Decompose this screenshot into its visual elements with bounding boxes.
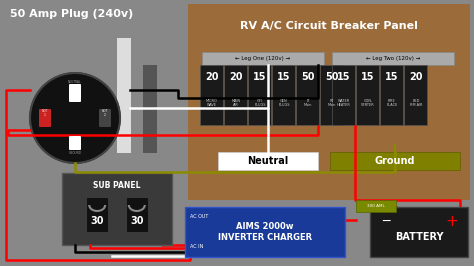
FancyBboxPatch shape xyxy=(117,38,131,153)
Text: Ground: Ground xyxy=(375,156,415,166)
FancyBboxPatch shape xyxy=(185,207,345,257)
FancyBboxPatch shape xyxy=(188,4,470,200)
Text: 50 Amp Plug (240v): 50 Amp Plug (240v) xyxy=(10,9,133,19)
FancyBboxPatch shape xyxy=(218,152,318,170)
FancyBboxPatch shape xyxy=(273,65,295,125)
Text: NEUTRAL: NEUTRAL xyxy=(68,80,82,84)
FancyBboxPatch shape xyxy=(86,197,108,232)
Text: HOT
2: HOT 2 xyxy=(102,109,108,117)
Text: MICRO
WAVE: MICRO WAVE xyxy=(206,98,218,107)
FancyBboxPatch shape xyxy=(332,65,356,125)
Text: GROUND: GROUND xyxy=(68,151,82,155)
Text: ← Leg One (120v) →: ← Leg One (120v) → xyxy=(236,56,291,61)
Text: SUB PANEL: SUB PANEL xyxy=(93,181,141,189)
Text: RV A/C Circuit Breaker Panel: RV A/C Circuit Breaker Panel xyxy=(240,21,418,31)
FancyBboxPatch shape xyxy=(126,197,148,232)
Text: +: + xyxy=(446,214,458,228)
Text: GFI
PLUGS: GFI PLUGS xyxy=(254,98,266,107)
Text: AC OUT: AC OUT xyxy=(190,214,209,219)
FancyBboxPatch shape xyxy=(370,207,468,257)
Text: 15: 15 xyxy=(337,72,351,82)
FancyBboxPatch shape xyxy=(69,84,81,102)
Circle shape xyxy=(30,73,120,163)
FancyBboxPatch shape xyxy=(225,65,247,125)
FancyBboxPatch shape xyxy=(248,65,272,125)
Text: 300 AML: 300 AML xyxy=(367,204,385,208)
FancyBboxPatch shape xyxy=(320,65,344,125)
Text: HOT
1: HOT 1 xyxy=(42,109,48,117)
Text: CON-
VERTER: CON- VERTER xyxy=(361,98,375,107)
Text: LT
Main: LT Main xyxy=(304,98,312,107)
Text: BED
RM AIR: BED RM AIR xyxy=(410,98,422,107)
FancyBboxPatch shape xyxy=(69,136,81,150)
Text: 30: 30 xyxy=(130,216,144,226)
FancyBboxPatch shape xyxy=(99,109,111,127)
Text: WATER
HEATER: WATER HEATER xyxy=(337,98,351,107)
Text: 20: 20 xyxy=(229,72,243,82)
Text: RT
Main: RT Main xyxy=(328,98,336,107)
Text: 15: 15 xyxy=(253,72,267,82)
FancyBboxPatch shape xyxy=(39,109,51,127)
Text: Neutral: Neutral xyxy=(247,156,289,166)
Text: 20: 20 xyxy=(409,72,423,82)
Text: 20: 20 xyxy=(205,72,219,82)
Text: ← Leg Two (120v) →: ← Leg Two (120v) → xyxy=(366,56,420,61)
Text: 15: 15 xyxy=(385,72,399,82)
FancyBboxPatch shape xyxy=(356,65,380,125)
FancyBboxPatch shape xyxy=(201,65,224,125)
FancyBboxPatch shape xyxy=(356,200,396,212)
Text: AIMS 2000w
INVERTER CHARGER: AIMS 2000w INVERTER CHARGER xyxy=(218,222,312,242)
FancyBboxPatch shape xyxy=(404,65,428,125)
FancyBboxPatch shape xyxy=(330,152,460,170)
Text: BATTERY: BATTERY xyxy=(395,232,443,242)
FancyBboxPatch shape xyxy=(297,65,319,125)
FancyBboxPatch shape xyxy=(62,173,172,245)
FancyBboxPatch shape xyxy=(202,52,324,65)
Text: GEN
PLUGS: GEN PLUGS xyxy=(278,98,290,107)
FancyBboxPatch shape xyxy=(143,65,157,153)
Text: 30: 30 xyxy=(91,216,104,226)
Text: 50: 50 xyxy=(301,72,315,82)
Text: 15: 15 xyxy=(277,72,291,82)
FancyBboxPatch shape xyxy=(332,52,454,65)
Text: 50: 50 xyxy=(325,72,339,82)
Text: MAIN
AIR: MAIN AIR xyxy=(231,98,240,107)
Text: ─: ─ xyxy=(382,214,390,227)
Text: AC IN: AC IN xyxy=(190,244,203,250)
Text: 15: 15 xyxy=(361,72,375,82)
Text: FIRE
PLACE: FIRE PLACE xyxy=(386,98,398,107)
FancyBboxPatch shape xyxy=(381,65,403,125)
